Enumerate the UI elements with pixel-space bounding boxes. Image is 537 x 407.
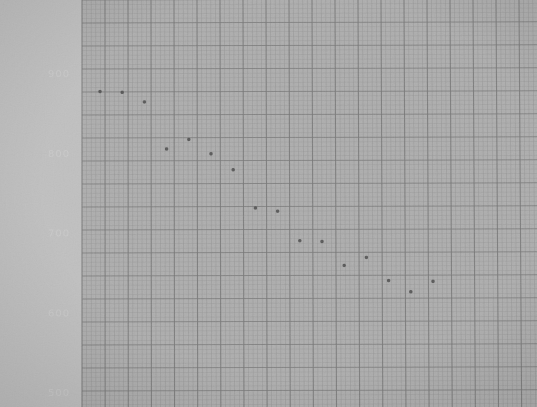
graph-paper-photo: 900800700600500 bbox=[0, 0, 537, 407]
photo-vignette bbox=[0, 0, 537, 407]
